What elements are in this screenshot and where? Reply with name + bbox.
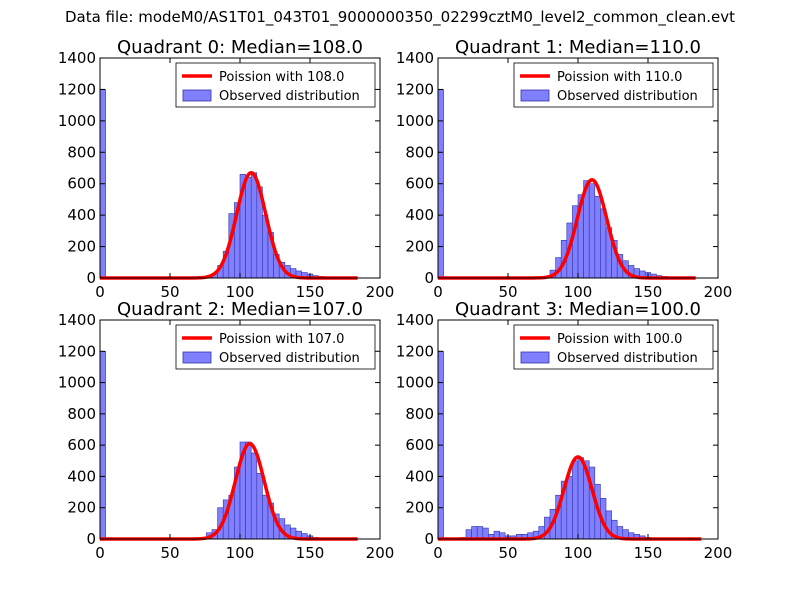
y-tick-label: 400 <box>405 206 434 224</box>
y-tick-label: 1200 <box>58 80 96 98</box>
y-tick-label: 0 <box>424 269 434 287</box>
x-tick-label: 50 <box>160 283 179 301</box>
x-tick-label: 200 <box>366 283 395 301</box>
legend-bar-label: Observed distribution <box>557 351 698 366</box>
y-tick-label: 1200 <box>58 342 96 360</box>
histogram-bar <box>262 494 269 540</box>
y-tick-label: 600 <box>67 436 96 454</box>
x-tick-label: 0 <box>95 544 105 562</box>
legend-curve-label: Poission with 110.0 <box>557 70 682 85</box>
histogram-bar <box>476 526 484 540</box>
y-tick-label: 1400 <box>396 311 434 329</box>
y-tick-label: 400 <box>67 467 96 485</box>
histogram-bar <box>594 195 601 279</box>
y-tick-label: 800 <box>405 405 434 423</box>
y-tick-label: 1400 <box>396 49 434 67</box>
y-tick-label: 600 <box>405 436 434 454</box>
x-tick-label: 50 <box>498 544 517 562</box>
histogram-bar <box>245 441 252 540</box>
legend-bar-label: Observed distribution <box>219 351 360 366</box>
legend-bar-swatch <box>520 351 550 364</box>
legend-bar-label: Observed distribution <box>219 89 360 104</box>
y-tick-label: 800 <box>67 405 96 423</box>
x-tick-label: 200 <box>366 544 395 562</box>
x-tick-label: 100 <box>226 544 255 562</box>
y-tick-label: 1000 <box>396 112 434 130</box>
y-tick-label: 0 <box>86 269 96 287</box>
quadrant-0-panel: 0 50 100 150 200 0 200 400 600 800 1000 1200 1400 Qua… <box>58 37 395 301</box>
histogram-bar <box>471 526 478 540</box>
x-tick-label: 100 <box>564 544 593 562</box>
y-tick-label: 1400 <box>58 311 96 329</box>
quadrant-1-panel: 0 50 100 150 200 0 200 400 600 800 1000 1200 1400 Qua… <box>396 37 733 301</box>
legend-curve-label: Poission with 100.0 <box>557 332 682 347</box>
y-tick-label: 1200 <box>396 80 434 98</box>
histogram-bar <box>572 460 579 540</box>
quadrant-3-panel: 0 50 100 150 200 0 200 400 600 800 1000 1200 1400 Qua… <box>396 299 733 562</box>
histogram-bar <box>566 476 573 540</box>
x-tick-label: 100 <box>226 283 255 301</box>
y-tick-label: 1200 <box>396 342 434 360</box>
y-tick-label: 400 <box>67 206 96 224</box>
y-tick-label: 1400 <box>58 49 96 67</box>
histogram-bar <box>577 457 584 540</box>
y-tick-label: 800 <box>405 143 434 161</box>
legend-bar-swatch <box>182 351 212 364</box>
y-tick-label: 200 <box>405 499 434 517</box>
histogram-bar <box>588 183 596 279</box>
y-tick-label: 600 <box>405 175 434 193</box>
y-tick-label: 600 <box>67 175 96 193</box>
histogram-bar <box>250 172 258 279</box>
x-tick-label: 150 <box>634 283 663 301</box>
panel-title: Quadrant 2: Median=107.0 <box>117 299 363 320</box>
y-tick-label: 1000 <box>396 374 434 392</box>
y-tick-label: 1000 <box>58 112 96 130</box>
x-tick-label: 0 <box>95 283 105 301</box>
x-tick-label: 0 <box>433 544 443 562</box>
y-tick-label: 200 <box>67 238 96 256</box>
legend-bar-label: Observed distribution <box>557 89 698 104</box>
x-tick-label: 150 <box>296 283 325 301</box>
quadrant-2-panel: 0 50 100 150 200 0 200 400 600 800 1000 1200 1400 Qua… <box>58 299 395 562</box>
panel-title: Quadrant 1: Median=110.0 <box>455 37 701 58</box>
y-tick-label: 400 <box>405 467 434 485</box>
y-tick-label: 800 <box>67 143 96 161</box>
x-tick-label: 100 <box>564 283 593 301</box>
histogram-bar <box>250 452 258 540</box>
y-tick-label: 200 <box>67 499 96 517</box>
panel-title: Quadrant 0: Median=108.0 <box>117 37 363 58</box>
x-tick-label: 200 <box>704 283 733 301</box>
y-tick-label: 0 <box>424 530 434 548</box>
figure-title: Data file: modeM0/AS1T01_043T01_90000003… <box>64 8 736 26</box>
x-tick-label: 150 <box>634 544 663 562</box>
legend-curve-label: Poission with 107.0 <box>219 332 344 347</box>
x-tick-label: 150 <box>296 544 325 562</box>
x-tick-label: 0 <box>433 283 443 301</box>
legend-curve-label: Poission with 108.0 <box>219 70 344 85</box>
x-tick-label: 50 <box>160 544 179 562</box>
y-tick-label: 0 <box>86 530 96 548</box>
x-tick-label: 200 <box>704 544 733 562</box>
panel-title: Quadrant 3: Median=100.0 <box>455 299 701 320</box>
legend-bar-swatch <box>182 89 212 102</box>
y-tick-label: 1000 <box>58 374 96 392</box>
y-tick-label: 200 <box>405 238 434 256</box>
histogram-bar <box>256 472 263 540</box>
x-tick-label: 50 <box>498 283 517 301</box>
histogram-bar <box>245 177 252 279</box>
legend-bar-swatch <box>520 89 550 102</box>
